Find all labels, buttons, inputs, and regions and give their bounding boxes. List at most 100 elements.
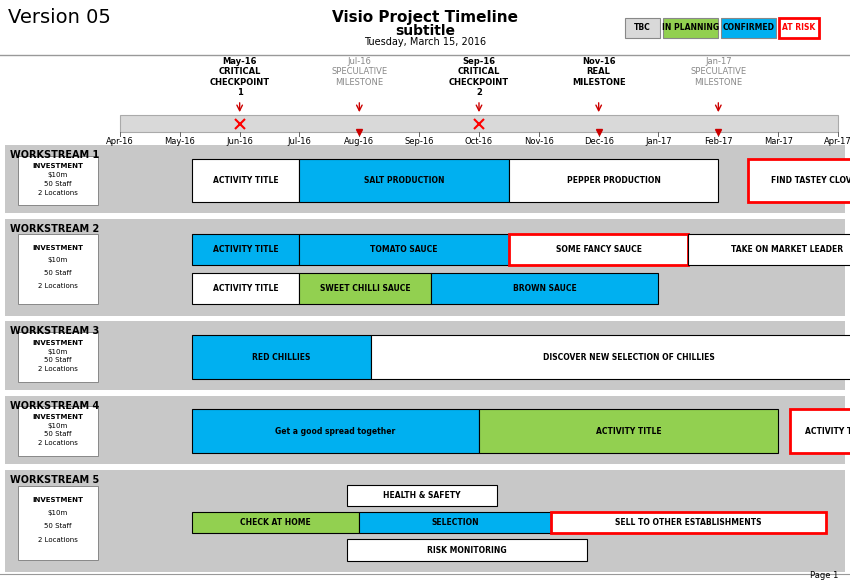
Text: 2 Locations: 2 Locations: [38, 190, 78, 196]
Text: RISK MONITORING: RISK MONITORING: [428, 546, 507, 554]
Bar: [688, 235, 850, 265]
Text: 50 Staff: 50 Staff: [44, 270, 71, 276]
Text: ACTIVITY TITLE: ACTIVITY TITLE: [596, 426, 661, 436]
Text: $10m: $10m: [48, 510, 68, 516]
Text: SWEET CHILLI SAUCE: SWEET CHILLI SAUCE: [320, 284, 411, 293]
Text: BROWN SAUCE: BROWN SAUCE: [513, 284, 576, 293]
Text: Jan-17: Jan-17: [645, 136, 672, 145]
Bar: [192, 159, 299, 202]
Bar: [5, 470, 845, 572]
Text: FIND TASTEY CLOVES: FIND TASTEY CLOVES: [772, 176, 850, 185]
Text: Mar-17: Mar-17: [763, 136, 793, 145]
Bar: [348, 485, 497, 506]
Text: INVESTMENT: INVESTMENT: [32, 163, 83, 169]
Text: SALT PRODUCTION: SALT PRODUCTION: [364, 176, 445, 185]
Bar: [192, 335, 371, 379]
Text: 2 Locations: 2 Locations: [38, 366, 78, 372]
Text: $10m: $10m: [48, 172, 68, 178]
Text: WORKSTREAM 2: WORKSTREAM 2: [10, 224, 99, 234]
Text: SELL TO OTHER ESTABLISHMENTS: SELL TO OTHER ESTABLISHMENTS: [615, 518, 762, 527]
Bar: [18, 332, 98, 382]
Text: INVESTMENT: INVESTMENT: [32, 413, 83, 420]
Bar: [18, 486, 98, 560]
Text: INVESTMENT: INVESTMENT: [32, 245, 83, 250]
Text: TAKE ON MARKET LEADER: TAKE ON MARKET LEADER: [731, 245, 843, 255]
Text: HEALTH & SAFETY: HEALTH & SAFETY: [383, 491, 461, 500]
Text: WORKSTREAM 1: WORKSTREAM 1: [10, 150, 99, 160]
Text: Jan-17
SPECULATIVE
MILESTONE: Jan-17 SPECULATIVE MILESTONE: [690, 57, 746, 87]
Text: CONFIRMED: CONFIRMED: [722, 24, 774, 32]
Bar: [663, 18, 718, 38]
Text: 2 Locations: 2 Locations: [38, 283, 78, 289]
Bar: [299, 273, 431, 304]
Text: 50 Staff: 50 Staff: [44, 432, 71, 437]
Bar: [360, 512, 551, 533]
Bar: [299, 235, 509, 265]
Text: DISCOVER NEW SELECTION OF CHILLIES: DISCOVER NEW SELECTION OF CHILLIES: [542, 353, 715, 362]
Text: INVESTMENT: INVESTMENT: [32, 340, 83, 346]
Bar: [192, 273, 299, 304]
Text: INVESTMENT: INVESTMENT: [32, 497, 83, 503]
Text: Jul-16: Jul-16: [287, 136, 311, 145]
Text: $10m: $10m: [48, 258, 68, 263]
Text: Get a good spread together: Get a good spread together: [275, 426, 395, 436]
Text: subtitle: subtitle: [395, 24, 455, 38]
Text: ACTIVITY TITLE: ACTIVITY TITLE: [212, 176, 279, 185]
Bar: [431, 273, 659, 304]
Text: ACTIVITY TITLE: ACTIVITY TITLE: [212, 245, 279, 255]
Text: Version 05: Version 05: [8, 8, 111, 27]
Text: Visio Project Timeline: Visio Project Timeline: [332, 10, 518, 25]
Text: $10m: $10m: [48, 349, 68, 355]
Text: TBC: TBC: [634, 24, 651, 32]
Text: 50 Staff: 50 Staff: [44, 523, 71, 529]
Bar: [779, 18, 819, 38]
Text: Sep-16
CRITICAL
CHECKPOINT
2: Sep-16 CRITICAL CHECKPOINT 2: [449, 57, 509, 97]
Text: Nov-16
REAL
MILESTONE: Nov-16 REAL MILESTONE: [572, 57, 626, 87]
Bar: [748, 159, 850, 202]
Text: 2 Locations: 2 Locations: [38, 537, 78, 543]
Text: Feb-17: Feb-17: [704, 136, 733, 145]
Bar: [551, 512, 826, 533]
Bar: [625, 18, 660, 38]
Bar: [479, 409, 778, 453]
Text: WORKSTREAM 3: WORKSTREAM 3: [10, 326, 99, 336]
Text: CHECK AT HOME: CHECK AT HOME: [241, 518, 311, 527]
Text: Jun-16: Jun-16: [226, 136, 253, 145]
Bar: [509, 159, 718, 202]
Bar: [5, 396, 845, 464]
Bar: [5, 219, 845, 316]
Text: ACTIVITY TITLE: ACTIVITY TITLE: [212, 284, 279, 293]
Text: Sep-16: Sep-16: [405, 136, 434, 145]
Text: May-16
CRITICAL
CHECKPOINT
1: May-16 CRITICAL CHECKPOINT 1: [210, 57, 269, 97]
Text: 50 Staff: 50 Staff: [44, 181, 71, 187]
Bar: [348, 539, 586, 561]
Bar: [5, 145, 845, 213]
Text: SELECTION: SELECTION: [431, 518, 479, 527]
Text: May-16: May-16: [164, 136, 196, 145]
Text: WORKSTREAM 4: WORKSTREAM 4: [10, 400, 99, 410]
Text: Apr-16: Apr-16: [106, 136, 133, 145]
Text: ACTIVITY TITLE: ACTIVITY TITLE: [805, 426, 850, 436]
Bar: [509, 235, 688, 265]
Text: IN PLANNING: IN PLANNING: [662, 24, 719, 32]
Bar: [790, 409, 850, 453]
Bar: [721, 18, 776, 38]
Text: AT RISK: AT RISK: [782, 24, 816, 32]
Text: RED CHILLIES: RED CHILLIES: [252, 353, 311, 362]
Text: Jul-16
SPECULATIVE
MILESTONE: Jul-16 SPECULATIVE MILESTONE: [332, 57, 388, 87]
Text: Tuesday, March 15, 2016: Tuesday, March 15, 2016: [364, 37, 486, 47]
Text: Oct-16: Oct-16: [465, 136, 493, 145]
Text: WORKSTREAM 5: WORKSTREAM 5: [10, 475, 99, 485]
Bar: [18, 235, 98, 304]
Bar: [299, 159, 509, 202]
Bar: [120, 115, 838, 132]
Bar: [192, 512, 360, 533]
Text: Aug-16: Aug-16: [344, 136, 374, 145]
Text: 50 Staff: 50 Staff: [44, 358, 71, 363]
Bar: [5, 322, 845, 390]
Text: Apr-17: Apr-17: [824, 136, 850, 145]
Bar: [192, 409, 479, 453]
Text: Nov-16: Nov-16: [524, 136, 553, 145]
Text: $10m: $10m: [48, 423, 68, 429]
Bar: [192, 235, 299, 265]
